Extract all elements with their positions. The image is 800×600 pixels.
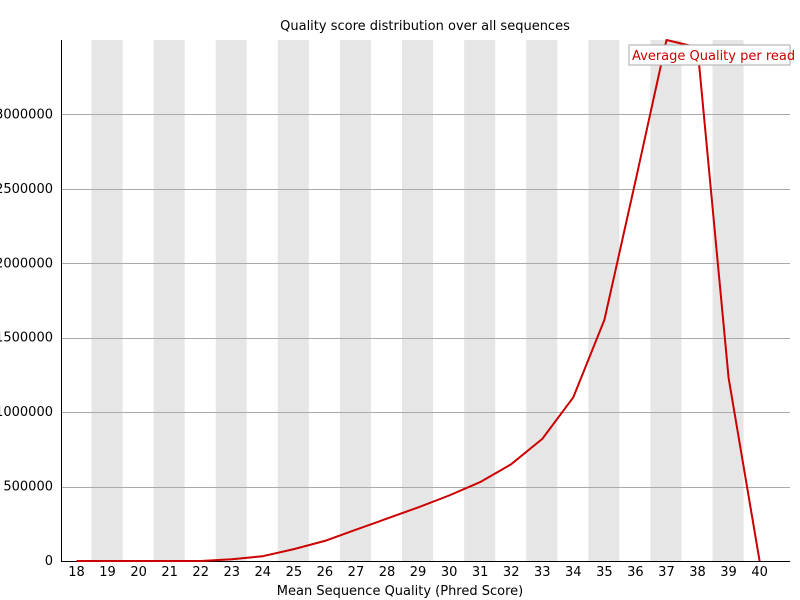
x-tick-label: 24 [255, 565, 272, 580]
x-tick-labels: 18 19 20 21 22 23 24 25 26 27 28 29 30 31 32 33 34 35 36 37… [68, 565, 768, 580]
x-tick-label: 22 [192, 565, 209, 580]
data-point [169, 560, 171, 562]
y-tick-label: 500000 [3, 480, 53, 495]
y-tick-label: 2000000 [0, 256, 53, 271]
x-tick-label: 39 [720, 565, 737, 580]
data-point [293, 548, 295, 550]
x-tick-label: 37 [658, 565, 675, 580]
background-band [277, 40, 309, 561]
data-point [541, 438, 543, 440]
data-point [262, 555, 264, 557]
x-tick-label: 26 [317, 565, 334, 580]
legend-label: Average Quality per read [632, 49, 795, 64]
x-tick-label: 18 [68, 565, 85, 580]
x-tick-label: 23 [223, 565, 240, 580]
y-tick-label: 2500000 [0, 182, 53, 197]
x-tick-label: 33 [534, 565, 551, 580]
x-tick-label: 25 [286, 565, 303, 580]
data-point [479, 481, 481, 483]
data-point [634, 180, 636, 182]
background-band [526, 40, 558, 561]
data-point [355, 529, 357, 531]
background-band [91, 40, 123, 561]
data-point [386, 518, 388, 520]
x-tick-label: 32 [503, 565, 520, 580]
chart-title: Quality score distribution over all sequ… [280, 19, 570, 34]
x-tick-label: 35 [596, 565, 613, 580]
background-band [339, 40, 371, 561]
legend: Average Quality per read [628, 44, 795, 66]
x-tick-label: 31 [472, 565, 489, 580]
data-point [510, 463, 512, 465]
x-tick-label: 19 [99, 565, 116, 580]
x-tick-label: 38 [689, 565, 706, 580]
x-tick-label: 28 [379, 565, 396, 580]
x-tick-label: 40 [751, 565, 768, 580]
background-band [650, 40, 682, 561]
x-tick-label: 36 [627, 565, 644, 580]
x-tick-label: 34 [565, 565, 582, 580]
data-point [728, 377, 730, 379]
background-band [153, 40, 185, 561]
data-point [324, 540, 326, 542]
background-bands [91, 40, 744, 561]
data-point [665, 39, 667, 41]
y-tick-label: 1000000 [0, 405, 53, 420]
data-point [200, 560, 202, 562]
y-tick-label: 0 [45, 554, 53, 569]
x-tick-label: 29 [410, 565, 427, 580]
data-point [448, 495, 450, 497]
data-point [603, 319, 605, 321]
data-point [76, 560, 78, 562]
x-tick-label: 30 [441, 565, 458, 580]
data-point [107, 560, 109, 562]
series-line [76, 39, 761, 562]
background-band [712, 40, 744, 561]
x-tick-label: 20 [130, 565, 147, 580]
x-tick-label: 27 [348, 565, 365, 580]
gridlines [61, 114, 790, 488]
y-tick-label: 1500000 [0, 331, 53, 346]
data-point [572, 396, 574, 398]
background-band [215, 40, 247, 561]
y-tick-labels: 0 500000 1000000 1500000 2000000 2500000 30000… [0, 107, 53, 569]
series-layer [76, 39, 761, 562]
background-band [588, 40, 620, 561]
data-point [231, 558, 233, 560]
data-point [759, 560, 761, 562]
background-band [464, 40, 496, 561]
data-point [417, 506, 419, 508]
data-point [138, 560, 140, 562]
background-band [402, 40, 434, 561]
x-tick-label: 21 [161, 565, 178, 580]
y-tick-label: 3000000 [0, 107, 53, 122]
legend-box [628, 44, 791, 66]
x-axis-label: Mean Sequence Quality (Phred Score) [277, 584, 523, 599]
